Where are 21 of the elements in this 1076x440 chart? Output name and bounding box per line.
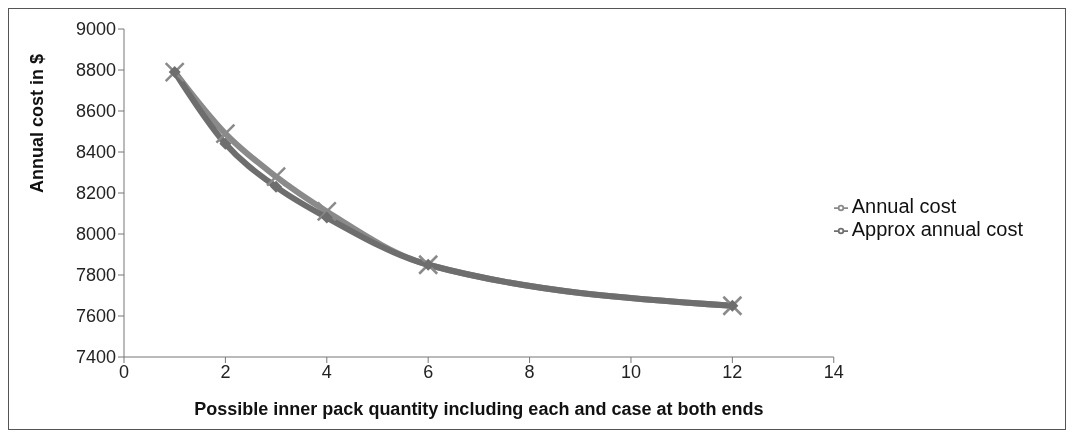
y-tick-label: 7600 — [75, 306, 116, 327]
legend-label: Approx annual cost — [851, 218, 1023, 240]
y-tick-label: 7400 — [75, 347, 116, 368]
legend-label: Annual cost — [851, 195, 957, 217]
y-tick-label: 8400 — [75, 142, 116, 163]
x-axis-title: Possible inner pack quantity including each and case at both ends — [194, 399, 764, 419]
y-tick-label: 8200 — [75, 183, 116, 204]
x-tick-label: 12 — [722, 361, 743, 382]
x-tick-label: 8 — [524, 361, 535, 382]
x-tick-label: 0 — [118, 361, 130, 382]
y-tick-label: 9000 — [75, 19, 116, 40]
y-tick-label: 8800 — [75, 60, 116, 81]
y-tick-label: 8000 — [75, 224, 116, 245]
x-tick-label: 6 — [423, 361, 434, 382]
x-tick-label: 14 — [823, 361, 844, 382]
x-tick-label: 4 — [321, 361, 332, 382]
y-axis-title: Annual cost in $ — [27, 53, 48, 193]
y-tick-label: 8600 — [75, 101, 116, 122]
x-tick-label: 2 — [220, 361, 231, 382]
y-tick-label: 7800 — [75, 265, 116, 286]
x-tick-label: 10 — [620, 361, 641, 382]
